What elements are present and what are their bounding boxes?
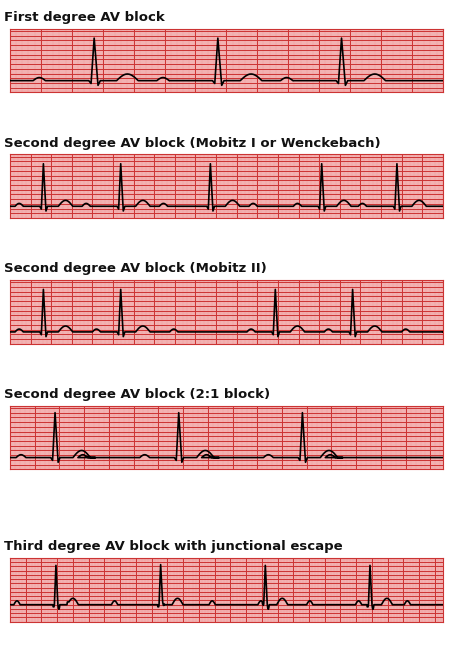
Text: Second degree AV block (Mobitz I or Wenckebach): Second degree AV block (Mobitz I or Wenc…: [4, 137, 381, 150]
Text: Second degree AV block (2:1 block): Second degree AV block (2:1 block): [4, 388, 270, 401]
Text: Second degree AV block (Mobitz II): Second degree AV block (Mobitz II): [4, 262, 267, 275]
Text: First degree AV block: First degree AV block: [4, 11, 165, 24]
Text: Third degree AV block with junctional escape: Third degree AV block with junctional es…: [4, 540, 343, 553]
